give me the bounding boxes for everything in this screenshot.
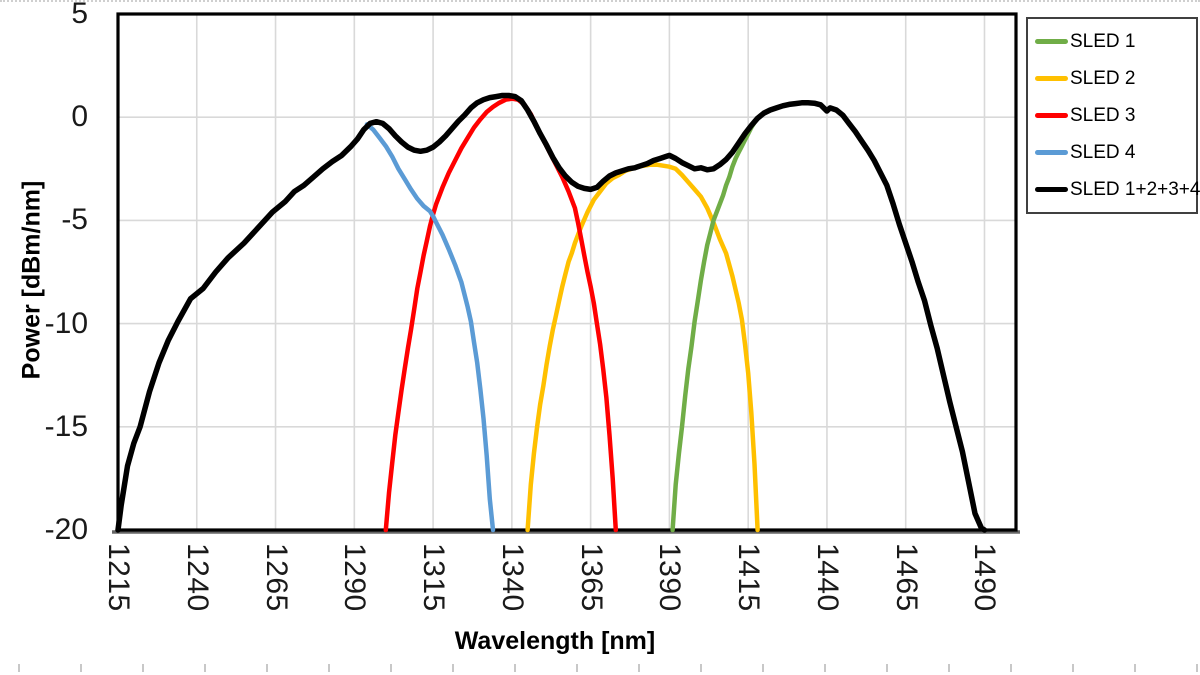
y-axis-title: Power [dBm/nm] — [17, 180, 46, 380]
legend-label: SLED 1+2+3+4 — [1070, 178, 1200, 200]
x-tick-label: 1465 — [889, 543, 923, 612]
page-edge-tick — [266, 664, 268, 672]
x-tick-label: 1440 — [810, 543, 844, 612]
legend-item-sled-sum: SLED 1+2+3+4 — [1035, 179, 1200, 201]
page-edge-tick — [824, 664, 826, 672]
page-edge-tick — [204, 664, 206, 672]
page-edge-tick — [142, 664, 144, 672]
plot-border — [116, 12, 1018, 532]
legend-line-sample-red — [1035, 113, 1068, 118]
page-edge-tick — [1010, 664, 1012, 672]
x-tick-label: 1415 — [732, 543, 766, 612]
page-edge-tick — [1072, 664, 1074, 672]
y-tick-label: -15 — [44, 409, 88, 443]
page-edge-tick — [452, 664, 454, 672]
x-tick-label: 1240 — [180, 543, 214, 612]
legend-item-sled-4: SLED 4 — [1035, 142, 1196, 164]
series-line-sled-2 — [525, 162, 760, 533]
legend-label: SLED 3 — [1070, 104, 1136, 126]
x-tick-label: 1315 — [417, 543, 451, 612]
legend-line-sample-blue — [1035, 150, 1068, 155]
page-edge-tick — [390, 664, 392, 672]
legend-label: SLED 2 — [1070, 67, 1136, 89]
x-tick-label: 1290 — [338, 543, 372, 612]
y-tick-label: 5 — [71, 0, 88, 30]
legend-item-sled-1: SLED 1 — [1035, 31, 1196, 53]
page-edge-tick — [886, 664, 888, 672]
x-axis-title: Wavelength [nm] — [454, 627, 656, 655]
x-tick-label: 1390 — [653, 543, 687, 612]
legend-line-sample-yellow — [1035, 76, 1068, 81]
legend-label: SLED 1 — [1070, 30, 1136, 52]
page-edge-tick — [1134, 664, 1136, 672]
x-tick-label: 1365 — [574, 543, 608, 612]
x-tick-label: 1215 — [102, 543, 135, 612]
page-edge-tick — [638, 664, 640, 672]
y-tick-label: -10 — [44, 306, 88, 340]
y-tick-label: 0 — [71, 100, 88, 134]
page-edge-tick — [80, 664, 82, 672]
y-tick-label: -5 — [61, 203, 88, 237]
page-edge-tick — [700, 664, 702, 672]
legend-box: SLED 1 SLED 2 SLED 3 SLED 4 SLED 1+2+3+4 — [1026, 17, 1200, 214]
page-edge-tick — [18, 664, 20, 672]
x-tick-label: 1490 — [968, 543, 1002, 612]
x-tick-label: 1340 — [495, 543, 529, 612]
page-edge-tick — [576, 664, 578, 672]
x-tick-label: 1265 — [259, 543, 293, 612]
legend-item-sled-2: SLED 2 — [1035, 68, 1196, 90]
y-tick-label: -20 — [44, 513, 88, 546]
series-line-sled-1 — [670, 112, 764, 533]
legend-item-sled-3: SLED 3 — [1035, 105, 1196, 127]
page-edge-tick — [514, 664, 516, 672]
page-edge-tick — [762, 664, 764, 672]
series-line-sled-1-2-3-4 — [115, 92, 988, 533]
legend-label: SLED 4 — [1070, 141, 1136, 163]
page-edge-tick — [948, 664, 950, 672]
series-line-sled-4 — [364, 122, 496, 533]
legend-line-sample-green — [1035, 39, 1068, 44]
legend-line-sample-black — [1035, 187, 1068, 192]
page-edge-tick — [328, 664, 330, 672]
series-line-sled-3 — [383, 96, 619, 533]
page-edge-tick — [1196, 664, 1198, 672]
page-edge-dots-top — [0, 0, 1200, 2]
